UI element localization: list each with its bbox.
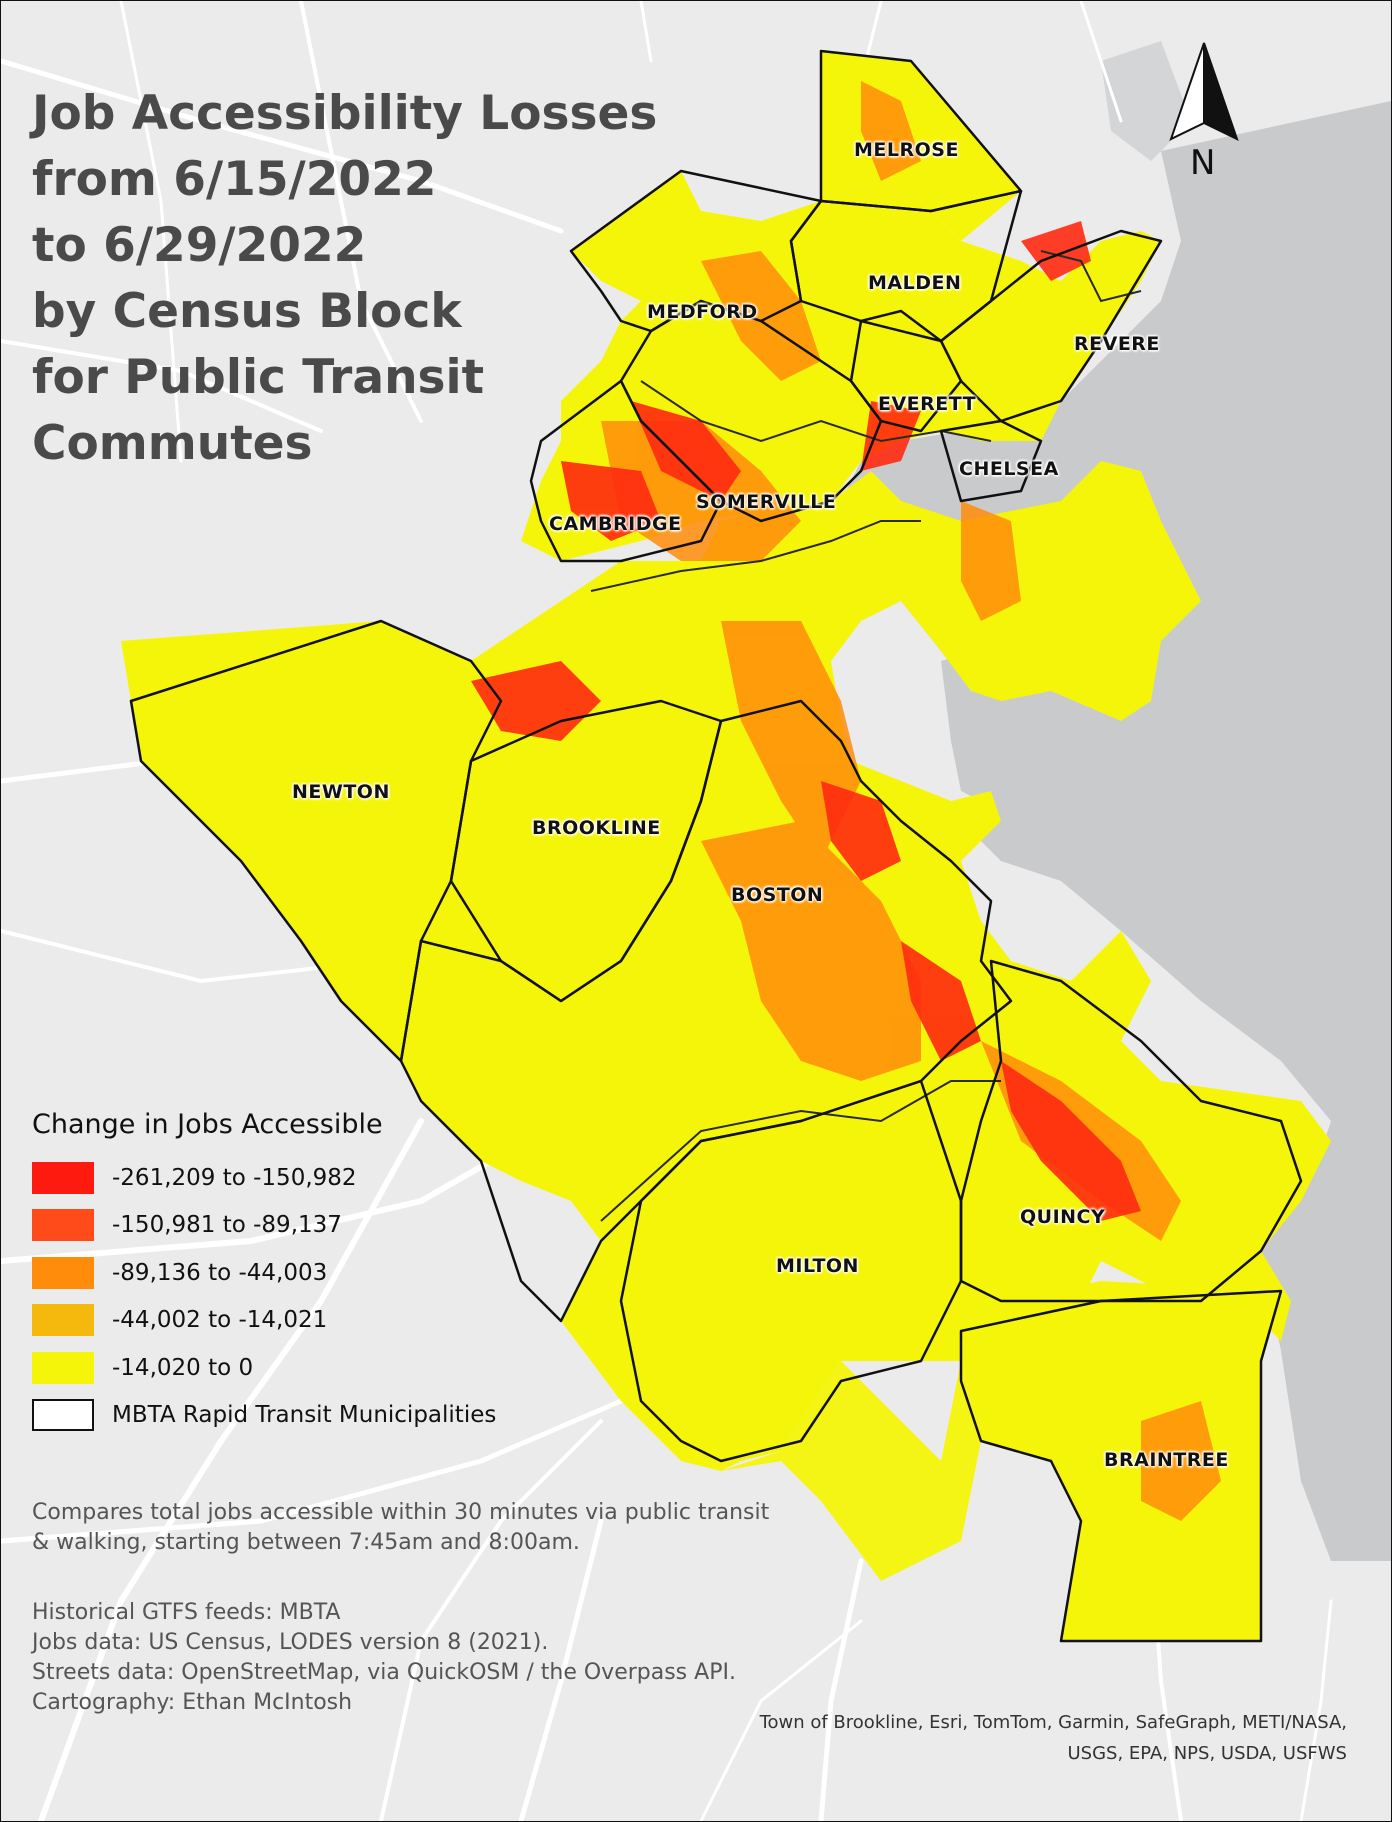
choropleth-red bbox=[471, 221, 1141, 1221]
label-newton: NEWTON bbox=[292, 781, 390, 803]
note-line: & walking, starting between 7:45am and 8… bbox=[32, 1530, 580, 1555]
road-network bbox=[1, 1, 1333, 1821]
title-line-4: by Census Block bbox=[32, 284, 462, 339]
label-boston: BOSTON bbox=[731, 884, 824, 906]
source-jobs: Jobs data: US Census, LODES version 8 (2… bbox=[32, 1630, 549, 1655]
legend-label: -89,136 to -44,003 bbox=[112, 1259, 328, 1286]
legend-item: -261,209 to -150,982 bbox=[32, 1154, 496, 1202]
label-chelsea: CHELSEA bbox=[959, 458, 1059, 480]
label-cambridge: CAMBRIDGE bbox=[549, 513, 682, 535]
legend-swatch bbox=[32, 1351, 94, 1384]
legend-label: -14,020 to 0 bbox=[112, 1354, 254, 1381]
label-brookline: BROOKLINE bbox=[532, 817, 661, 839]
attribution-line: Town of Brookline, Esri, TomTom, Garmin,… bbox=[759, 1712, 1347, 1733]
source-streets: Streets data: OpenStreetMap, via QuickOS… bbox=[32, 1660, 736, 1685]
legend-label: -261,209 to -150,982 bbox=[112, 1164, 357, 1191]
legend-title: Change in Jobs Accessible bbox=[32, 1109, 383, 1140]
reservoir-water bbox=[1101, 41, 1191, 161]
legend-item: -14,020 to 0 bbox=[32, 1344, 496, 1392]
methodology-note: Compares total jobs accessible within 30… bbox=[32, 1498, 769, 1558]
title-line-2: from 6/15/2022 bbox=[32, 152, 437, 207]
sources-note: Historical GTFS feeds: MBTA Jobs data: U… bbox=[32, 1598, 736, 1718]
label-milton: MILTON bbox=[776, 1255, 859, 1277]
title-line-6: Commutes bbox=[32, 416, 313, 471]
legend-label: MBTA Rapid Transit Municipalities bbox=[112, 1402, 497, 1429]
attribution-line: USGS, EPA, NPS, USDA, USFWS bbox=[1067, 1743, 1347, 1764]
legend-item: MBTA Rapid Transit Municipalities bbox=[32, 1392, 496, 1440]
north-arrow-icon bbox=[1169, 42, 1239, 141]
label-quincy: QUINCY bbox=[1020, 1206, 1106, 1228]
label-malden: MALDEN bbox=[868, 272, 962, 294]
legend-label: -150,981 to -89,137 bbox=[112, 1212, 342, 1239]
label-everett: EVERETT bbox=[878, 393, 977, 415]
legend-swatch bbox=[32, 1256, 94, 1289]
label-melrose: MELROSE bbox=[854, 139, 959, 161]
title-line-1: Job Accessibility Losses bbox=[32, 86, 658, 141]
legend-swatch bbox=[32, 1209, 94, 1242]
legend-item: -44,002 to -14,021 bbox=[32, 1297, 496, 1345]
source-gtfs: Historical GTFS feeds: MBTA bbox=[32, 1600, 341, 1625]
legend-item: -150,981 to -89,137 bbox=[32, 1202, 496, 1250]
basemap-attribution: Town of Brookline, Esri, TomTom, Garmin,… bbox=[760, 1707, 1347, 1769]
label-braintree: BRAINTREE bbox=[1104, 1449, 1229, 1471]
legend-swatch-outline bbox=[32, 1399, 94, 1432]
map-title: Job Accessibility Losses from 6/15/2022 … bbox=[32, 81, 657, 477]
label-somerville: SOMERVILLE bbox=[696, 491, 837, 513]
map-legend: Change in Jobs Accessible -261,209 to -1… bbox=[32, 1109, 496, 1439]
legend-swatch bbox=[32, 1304, 94, 1337]
title-line-3: to 6/29/2022 bbox=[32, 218, 367, 273]
legend-label: -44,002 to -14,021 bbox=[112, 1307, 328, 1334]
legend-swatch bbox=[32, 1161, 94, 1194]
north-label: N bbox=[1190, 143, 1216, 183]
label-revere: REVERE bbox=[1074, 333, 1160, 355]
legend-item: -89,136 to -44,003 bbox=[32, 1249, 496, 1297]
cartography-credit: Cartography: Ethan McIntosh bbox=[32, 1690, 353, 1715]
label-medford: MEDFORD bbox=[647, 301, 758, 323]
harbor-water bbox=[831, 101, 1391, 1561]
municipal-boundaries bbox=[129, 49, 1303, 1643]
note-line: Compares total jobs accessible within 30… bbox=[32, 1500, 770, 1525]
title-line-5: for Public Transit bbox=[32, 350, 485, 405]
